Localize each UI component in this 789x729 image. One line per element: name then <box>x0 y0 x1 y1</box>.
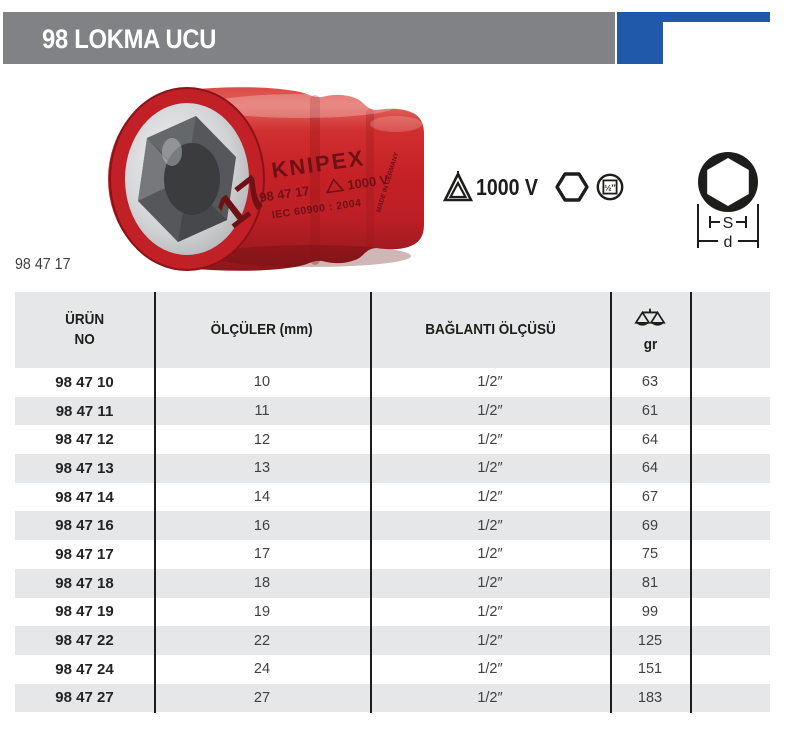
cell-weight_g: 69 <box>641 517 659 534</box>
cell-no: 98 47 16 <box>55 517 114 535</box>
cell-weight_g: 151 <box>637 661 663 678</box>
cell-connection: 1/2″ <box>477 489 503 506</box>
cell-weight_g: 125 <box>637 632 663 649</box>
header-weight-unit: gr <box>643 336 657 352</box>
cell-size_mm: 12 <box>253 431 271 448</box>
table-row: 98 47 19 19 1/2″ 99 <box>15 598 770 627</box>
cell-size_mm: 10 <box>253 374 271 391</box>
cell-size_mm: 11 <box>254 403 270 420</box>
cell-weight_g: 63 <box>641 374 659 391</box>
table-row: 98 47 22 22 1/2″ 125 <box>15 626 770 655</box>
table-row: 98 47 24 24 1/2″ 151 <box>15 655 770 684</box>
photo-voltage: 1000 V <box>346 172 389 193</box>
cell-connection: 1/2″ <box>477 517 503 534</box>
cell-size_mm: 27 <box>253 689 271 706</box>
product-image: 17 KNIPEX 98 47 17 1000 V IEC 60900 : 20… <box>106 84 428 274</box>
cell-size_mm: 24 <box>253 661 271 678</box>
cell-no: 98 47 14 <box>55 488 114 506</box>
header-baglanti: BAĞLANTI ÖLÇÜSÜ <box>424 320 556 338</box>
cell-weight_g: 67 <box>641 489 659 506</box>
column-divider <box>610 292 612 713</box>
cell-weight_g: 61 <box>641 403 659 420</box>
header-olculer: ÖLÇÜLER (mm) <box>210 320 313 338</box>
table-row: 98 47 17 17 1/2″ 75 <box>15 540 770 569</box>
table-row: 98 47 13 13 1/2″ 64 <box>15 454 770 483</box>
cell-size_mm: 18 <box>253 575 271 592</box>
cell-no: 98 47 18 <box>55 574 114 592</box>
photo-insulation-mark-icon <box>325 178 345 194</box>
cell-no: 98 47 24 <box>55 660 114 678</box>
cell-no: 98 47 19 <box>55 603 114 621</box>
header-urun-no: ÜRÜN NO <box>64 310 105 348</box>
column-divider <box>154 292 156 713</box>
column-divider <box>370 292 372 713</box>
accent-square <box>617 12 663 64</box>
product-code-label: 98 47 17 <box>15 256 71 273</box>
product-table: ÜRÜN NO ÖLÇÜLER (mm) BAĞLANTI ÖLÇÜSÜ <box>15 292 770 713</box>
scale-icon <box>633 308 667 336</box>
page-title: 98 LOKMA UCU <box>42 24 217 54</box>
cell-weight_g: 99 <box>641 603 659 620</box>
table-row: 98 47 16 16 1/2″ 69 <box>15 511 770 541</box>
cell-connection: 1/2″ <box>477 575 503 592</box>
cell-no: 98 47 17 <box>55 545 114 563</box>
dim-s-label: S <box>723 215 734 232</box>
cell-no: 98 47 11 <box>55 402 114 420</box>
cell-no: 98 47 12 <box>55 431 114 449</box>
insulation-class-icon <box>442 171 474 208</box>
socket-photo-svg: 17 KNIPEX 98 47 17 1000 V IEC 60900 : 20… <box>108 87 424 271</box>
table-row: 98 47 11 11 1/2″ 61 <box>15 396 770 426</box>
cell-weight_g: 75 <box>641 546 659 563</box>
voltage-rating-label: 1000 V <box>476 174 538 200</box>
cell-size_mm: 19 <box>253 603 271 620</box>
table-row: 98 47 10 10 1/2″ 63 <box>15 368 770 397</box>
table-row: 98 47 27 27 1/2″ 183 <box>15 683 770 713</box>
cell-connection: 1/2″ <box>477 603 503 620</box>
cell-connection: 1/2″ <box>477 689 503 706</box>
cell-size_mm: 17 <box>253 546 271 563</box>
cell-size_mm: 22 <box>253 632 271 649</box>
cell-connection: 1/2″ <box>477 403 503 420</box>
half-inch-drive-icon: ½″ <box>596 173 624 206</box>
cell-weight_g: 81 <box>641 575 659 592</box>
hexagon-dimension-diagram: S d <box>684 146 776 255</box>
cell-size_mm: 14 <box>253 489 271 506</box>
cell-no: 98 47 13 <box>55 459 114 477</box>
accent-strip <box>663 12 770 22</box>
cell-connection: 1/2″ <box>477 374 503 391</box>
section-title-bar: 98 LOKMA UCU <box>3 12 615 64</box>
header-weight: gr <box>610 308 690 352</box>
table-row: 98 47 14 14 1/2″ 67 <box>15 483 770 512</box>
hex-socket-icon <box>555 172 589 207</box>
cell-connection: 1/2″ <box>477 431 503 448</box>
cell-connection: 1/2″ <box>477 546 503 563</box>
table-row: 98 47 18 18 1/2″ 81 <box>15 568 770 598</box>
photo-model: 98 47 17 <box>258 183 310 205</box>
table-row: 98 47 12 12 1/2″ 64 <box>15 425 770 454</box>
cell-connection: 1/2″ <box>477 460 503 477</box>
table-header-row: ÜRÜN NO ÖLÇÜLER (mm) BAĞLANTI ÖLÇÜSÜ <box>15 292 770 368</box>
dim-d-label: d <box>724 234 733 250</box>
cell-size_mm: 16 <box>253 517 271 534</box>
cell-weight_g: 64 <box>641 460 659 477</box>
cell-connection: 1/2″ <box>477 661 503 678</box>
cell-no: 98 47 10 <box>55 373 114 391</box>
column-divider <box>690 292 692 713</box>
cell-no: 98 47 27 <box>55 689 114 707</box>
socket-front-face <box>109 87 265 271</box>
cell-weight_g: 64 <box>641 431 659 448</box>
cell-weight_g: 183 <box>637 689 663 706</box>
cell-no: 98 47 22 <box>55 632 114 650</box>
table-body: 98 47 10 10 1/2″ 63 98 47 11 11 1/2″ 61 98 47 12… <box>15 368 770 713</box>
drive-size-label: ½″ <box>604 183 615 193</box>
cell-size_mm: 13 <box>253 460 271 477</box>
cell-connection: 1/2″ <box>477 632 503 649</box>
